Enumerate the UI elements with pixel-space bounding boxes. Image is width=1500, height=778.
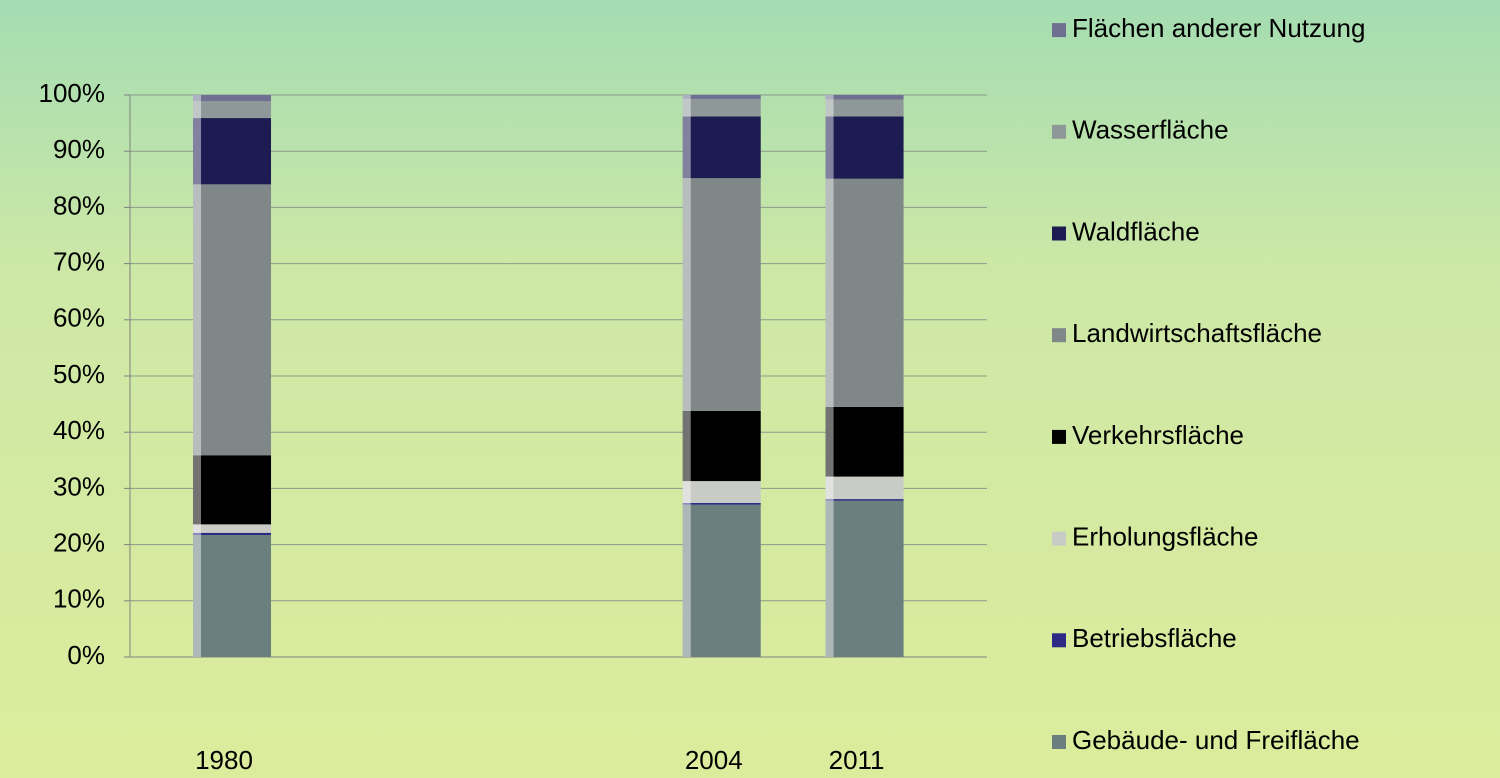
bar-segment xyxy=(682,98,761,117)
x-tick-label: 2004 xyxy=(685,745,743,775)
y-tick-label: 70% xyxy=(53,246,105,276)
legend-swatch xyxy=(1052,23,1066,38)
y-tick-label: 80% xyxy=(53,190,105,220)
legend-label: Betriebsfläche xyxy=(1072,623,1237,653)
bar-segment xyxy=(193,532,272,536)
bar-segment xyxy=(825,95,904,100)
bar-segment xyxy=(825,476,904,500)
legend-swatch xyxy=(1052,124,1066,139)
bar-side xyxy=(682,95,691,657)
y-tick-label: 20% xyxy=(53,527,105,557)
legend-swatch xyxy=(1052,226,1066,241)
bar-segment xyxy=(193,95,272,102)
y-tick-label: 90% xyxy=(53,134,105,164)
legend-swatch xyxy=(1052,735,1066,749)
bar-segment xyxy=(825,406,904,477)
y-tick-label: 50% xyxy=(53,359,105,389)
bar-side xyxy=(193,95,202,657)
legend-label: Erholungsfläche xyxy=(1072,521,1258,551)
x-tick-label: 1980 xyxy=(195,745,253,775)
legend-swatch xyxy=(1052,328,1066,343)
legend-swatch xyxy=(1052,531,1066,546)
legend-label: Waldfläche xyxy=(1072,216,1200,246)
bar-side xyxy=(825,95,834,657)
bar-segment xyxy=(193,455,272,525)
bar-segment xyxy=(825,178,904,407)
bar-segment xyxy=(682,410,761,482)
bar-segment xyxy=(682,503,761,505)
legend-swatch xyxy=(1052,429,1066,444)
bar-segment xyxy=(682,481,761,504)
bar-segment xyxy=(825,500,904,657)
bar-segment xyxy=(193,524,272,533)
bar-segment xyxy=(825,116,904,179)
legend-swatch xyxy=(1052,633,1066,648)
legend-label: Gebäude- und Freifläche xyxy=(1072,725,1360,755)
y-tick-label: 30% xyxy=(53,471,105,501)
bar-segment xyxy=(193,184,272,456)
y-tick-label: 100% xyxy=(39,78,106,108)
bar-segment xyxy=(682,116,761,179)
y-tick-label: 0% xyxy=(67,640,105,670)
legend-label: Verkehrsfläche xyxy=(1072,420,1244,450)
bar-segment xyxy=(682,95,761,99)
bar-segment xyxy=(825,499,904,501)
y-tick-label: 60% xyxy=(53,303,105,333)
bar-segment xyxy=(682,504,761,657)
x-tick-label: 2011 xyxy=(829,745,885,775)
legend-label: Flächen anderer Nutzung xyxy=(1072,13,1365,43)
bar-segment xyxy=(193,535,272,657)
y-tick-label: 40% xyxy=(53,415,105,445)
legend-label: Wasserfläche xyxy=(1072,115,1229,145)
bar-segment xyxy=(682,178,761,411)
legend-label: Landwirtschaftsfläche xyxy=(1072,318,1322,348)
y-tick-label: 10% xyxy=(53,584,105,614)
bar-segment xyxy=(825,99,904,117)
bar-segment xyxy=(193,118,272,185)
bar-segment xyxy=(193,101,272,119)
